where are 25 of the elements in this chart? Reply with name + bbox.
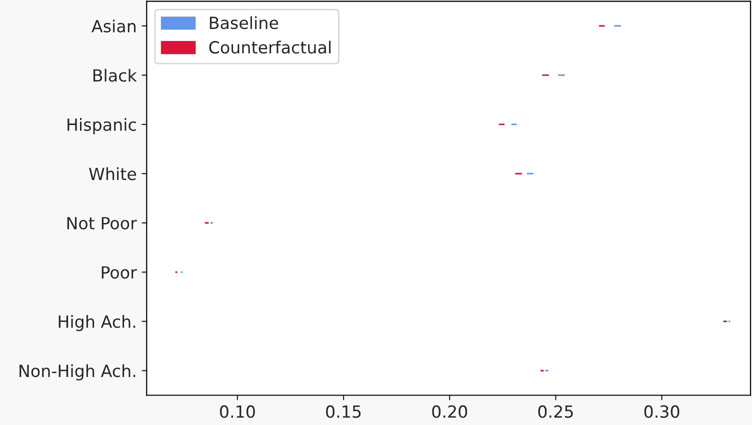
bar xyxy=(556,72,566,78)
y-tick-label: Hispanic xyxy=(68,118,136,134)
x-tick-label: 0.10 xyxy=(220,405,255,418)
x-tick-label: 0.30 xyxy=(644,405,680,418)
bar xyxy=(510,122,518,127)
bar xyxy=(514,171,524,176)
y-tick-label: Asian xyxy=(92,20,136,32)
bar xyxy=(498,122,506,127)
bar xyxy=(540,72,550,78)
y-tick-label: Poor xyxy=(102,266,137,279)
legend-label: Counterfactual xyxy=(209,40,331,54)
x-tick-label: 0.25 xyxy=(538,405,573,418)
x-tick-label: 0.20 xyxy=(432,405,468,418)
bar xyxy=(722,319,728,324)
y-tick-label: Not Poor xyxy=(67,217,137,230)
y-tick-label: Non-High Ach. xyxy=(20,364,136,380)
y-tick-label: Black xyxy=(93,68,137,82)
y-tick-label: White xyxy=(89,167,136,180)
y-tick-label: High Ach. xyxy=(58,315,136,332)
x-tick-label: 0.15 xyxy=(326,405,361,418)
bar xyxy=(203,220,210,226)
bar xyxy=(526,171,535,176)
bar xyxy=(598,24,606,28)
bar xyxy=(612,24,622,28)
legend-label: Baseline xyxy=(210,16,278,30)
